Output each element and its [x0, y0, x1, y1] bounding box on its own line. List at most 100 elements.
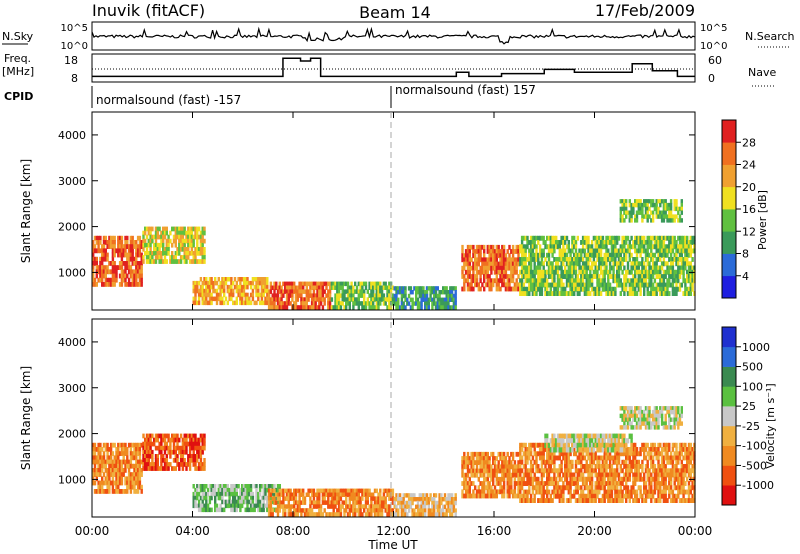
- power-cell: [608, 291, 612, 296]
- power-colorbar-segment: [722, 164, 736, 188]
- power-cell: [450, 290, 454, 295]
- power-cell: [102, 248, 106, 254]
- power-cell: [651, 214, 655, 219]
- power-cell: [138, 277, 142, 283]
- power-cell: [605, 269, 608, 275]
- power-cell: [287, 289, 290, 294]
- velocity-cell: [190, 437, 194, 443]
- velocity-cell: [309, 504, 312, 509]
- power-cell: [488, 274, 491, 279]
- power-cell: [553, 248, 556, 254]
- velocity-cell: [192, 437, 195, 443]
- velocity-cell: [486, 472, 489, 478]
- velocity-cell: [395, 493, 398, 498]
- power-cell: [486, 244, 489, 250]
- power-cell: [621, 206, 624, 212]
- velocity-cell: [167, 466, 170, 471]
- power-cell: [300, 305, 303, 310]
- velocity-cell: [241, 495, 244, 501]
- velocity-cell: [463, 472, 466, 478]
- power-cell: [531, 244, 535, 250]
- velocity-cell: [249, 491, 253, 497]
- velocity-cell: [565, 455, 569, 461]
- power-cell: [517, 274, 520, 279]
- velocity-cell: [391, 508, 395, 513]
- velocity-cell: [354, 496, 357, 501]
- power-cell: [562, 252, 565, 258]
- velocity-cell: [352, 504, 355, 509]
- velocity-cell: [190, 433, 194, 439]
- power-cell: [319, 289, 323, 294]
- velocity-cell: [502, 481, 506, 486]
- velocity-cell: [92, 459, 95, 465]
- power-cell: [409, 286, 413, 291]
- power-cell: [659, 269, 662, 275]
- velocity-cell: [546, 455, 549, 461]
- velocity-cell: [339, 508, 343, 513]
- power-cell: [230, 277, 233, 282]
- velocity-cell: [384, 500, 387, 505]
- velocity-cell: [529, 451, 533, 457]
- power-cell: [687, 274, 691, 279]
- velocity-cell: [440, 500, 443, 506]
- velocity-cell: [158, 441, 161, 447]
- power-cell: [224, 280, 228, 286]
- power-cell: [95, 273, 98, 279]
- power-cell: [488, 286, 491, 292]
- power-cell: [635, 199, 639, 204]
- power-cell: [664, 244, 667, 250]
- velocity-cell: [484, 468, 488, 474]
- power-cell: [174, 226, 177, 232]
- velocity-cell: [585, 464, 588, 469]
- power-cell: [201, 296, 204, 302]
- velocity-cell: [589, 468, 592, 474]
- power-cell: [610, 291, 614, 296]
- power-cell: [131, 261, 134, 266]
- velocity-cell: [214, 503, 217, 509]
- power-cell: [219, 284, 222, 290]
- power-cell: [126, 240, 129, 245]
- power-cell: [203, 251, 206, 256]
- velocity-cell: [316, 504, 319, 509]
- velocity-cell: [576, 472, 579, 478]
- velocity-cell: [192, 449, 195, 455]
- power-cell: [314, 301, 317, 306]
- velocity-cell: [271, 508, 274, 513]
- velocity-cell: [601, 498, 605, 503]
- power-cell: [298, 293, 301, 298]
- velocity-cell: [101, 459, 104, 465]
- power-cell: [520, 282, 524, 288]
- power-cell: [354, 301, 357, 306]
- velocity-cell: [142, 441, 145, 447]
- power-cell: [190, 259, 194, 264]
- velocity-cell: [540, 472, 544, 478]
- velocity-cell: [223, 499, 226, 505]
- velocity-cell: [154, 462, 158, 467]
- velocity-cell: [526, 472, 529, 478]
- power-cell: [361, 281, 364, 287]
- power-cell: [255, 288, 258, 294]
- power-cell: [614, 274, 617, 279]
- power-cell: [400, 286, 404, 291]
- power-cell: [603, 244, 606, 250]
- velocity-cell: [445, 497, 448, 502]
- power-cell: [556, 257, 560, 262]
- power-cell: [634, 278, 637, 284]
- power-cell: [269, 297, 273, 302]
- power-cell: [555, 235, 558, 241]
- power-cell: [634, 265, 637, 271]
- power-cell: [662, 261, 666, 267]
- velocity-cell: [309, 500, 312, 505]
- velocity-cell: [524, 451, 527, 457]
- power-cell: [574, 286, 578, 292]
- power-cell: [533, 240, 536, 245]
- velocity-cell: [267, 500, 271, 505]
- power-cell: [625, 282, 628, 288]
- power-cell: [623, 244, 626, 250]
- velocity-cell: [135, 447, 138, 452]
- power-cell: [492, 265, 495, 271]
- power-cell: [395, 286, 398, 291]
- power-cell: [531, 278, 535, 284]
- power-cell: [483, 286, 486, 292]
- power-cell: [522, 248, 526, 254]
